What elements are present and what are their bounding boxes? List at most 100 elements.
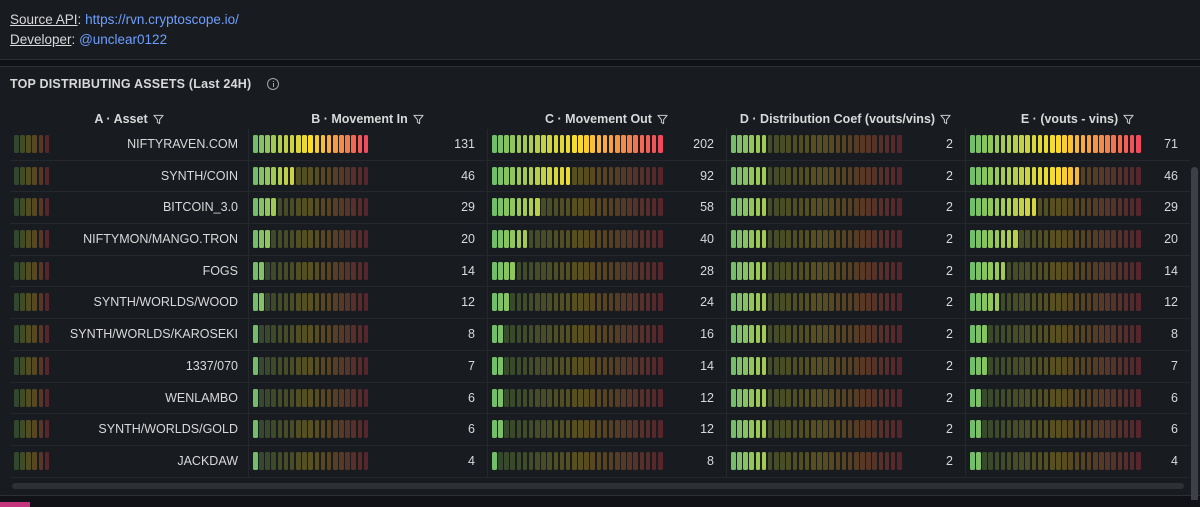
gauge-segment	[633, 261, 639, 280]
table-row[interactable]: NIFTYMON/MANGO.TRON 20 40 2 20	[10, 224, 1190, 256]
gauge-segment	[1086, 388, 1092, 407]
gauge-segment	[283, 198, 289, 217]
column-header-distribution-coef[interactable]: D · Distribution Coef (vouts/vins)	[726, 109, 965, 129]
gauge-segment	[571, 198, 577, 217]
gauge-segment	[32, 451, 38, 470]
gauge-segment	[792, 293, 798, 312]
gauge-segment	[590, 166, 595, 185]
column-header-vouts-minus-vins[interactable]: E · (vouts - vins)	[965, 109, 1190, 129]
table-row[interactable]: SYNTH/COIN 46 92 2 46	[10, 160, 1190, 193]
gauge-segment	[1043, 388, 1049, 407]
gauge-segment	[332, 388, 338, 407]
gauge-segment	[296, 325, 301, 344]
gauge-segment	[584, 451, 589, 470]
table-row[interactable]: JACKDAW 4 8 2 4	[10, 445, 1190, 478]
gauge-segment	[798, 451, 804, 470]
gauge-segment	[767, 230, 773, 249]
cell-value: 8	[1171, 327, 1178, 342]
column-header-movement-out[interactable]: C · Movement Out	[487, 109, 726, 129]
gauge-segment	[357, 230, 363, 249]
gauge-segment	[1025, 230, 1030, 249]
gauge-segment	[608, 420, 614, 439]
gauge-segment	[860, 135, 865, 153]
gauge-segment	[516, 293, 522, 312]
table-row[interactable]: NIFTYRAVEN.COM 131 202 2 71	[10, 129, 1190, 161]
filter-icon[interactable]	[153, 114, 164, 125]
developer-link[interactable]: @unclear0122	[79, 32, 168, 47]
gauge-segment	[302, 451, 307, 470]
gauge-segment	[1049, 135, 1055, 153]
gauge-segment	[1031, 388, 1037, 407]
filter-icon[interactable]	[657, 114, 668, 125]
gauge-segment	[755, 388, 761, 407]
gauge-segment	[528, 325, 534, 344]
gauge-segment	[26, 356, 31, 375]
gauge-segment	[835, 135, 841, 153]
table-row[interactable]: SYNTH/WORLDS/KAROSEKI 8 16 2 8	[10, 319, 1190, 351]
column-header-asset[interactable]: A · Asset	[10, 109, 248, 129]
gauge-segment	[780, 293, 785, 312]
gauge-segment	[283, 451, 289, 470]
gauge-segment	[1080, 198, 1086, 217]
gauge-segment	[492, 293, 497, 312]
filter-icon[interactable]	[940, 114, 951, 125]
gauge-segment	[872, 135, 878, 153]
gauge-segment	[731, 198, 736, 217]
gauge-segment	[547, 166, 552, 185]
source-api-link[interactable]: https://rvn.cryptoscope.io/	[85, 12, 239, 27]
gauge-segment	[498, 356, 503, 375]
gauge-segment	[541, 451, 546, 470]
table-row[interactable]: 1337/070 7 14 2 7	[10, 350, 1190, 383]
gauge-segment	[817, 166, 822, 185]
filter-icon[interactable]	[413, 114, 424, 125]
gauge-segment	[596, 198, 602, 217]
cell-value: 6	[468, 390, 475, 405]
lcd-gauge	[14, 325, 54, 344]
gauge-segment	[890, 420, 896, 439]
gauge-segment	[897, 356, 902, 375]
gauge-segment	[804, 325, 810, 344]
gauge-segment	[1049, 230, 1055, 249]
gauge-segment	[339, 325, 344, 344]
gauge-segment	[1074, 388, 1080, 407]
gauge-segment	[737, 261, 742, 280]
gauge-segment	[860, 325, 865, 344]
gauge-segment	[890, 388, 896, 407]
column-header-movement-in[interactable]: B · Movement In	[248, 109, 487, 129]
table-row[interactable]: SYNTH/WORLDS/GOLD 6 12 2 6	[10, 414, 1190, 446]
gauge-segment	[1031, 420, 1037, 439]
gauge-segment	[553, 325, 559, 344]
table-row[interactable]: WENLAMBO 6 12 2 6	[10, 382, 1190, 415]
gauge-segment	[510, 230, 516, 249]
gauge-segment	[866, 293, 871, 312]
gauge-segment	[1037, 451, 1043, 470]
gauge-segment	[289, 356, 295, 375]
gauge-segment	[565, 230, 571, 249]
gauge-segment	[1136, 198, 1141, 217]
gauge-segment	[320, 230, 326, 249]
lcd-gauge	[970, 420, 1144, 439]
info-icon[interactable]	[267, 78, 280, 90]
cell-asset: JACKDAW	[10, 446, 248, 478]
table-row[interactable]: SYNTH/WORLDS/WOOD 12 24 2 12	[10, 287, 1190, 320]
table-row[interactable]: BITCOIN_3.0 29 58 2 29	[10, 192, 1190, 225]
filter-icon[interactable]	[1123, 114, 1134, 125]
gauge-segment	[1136, 135, 1141, 153]
horizontal-scrollbar[interactable]	[12, 483, 1184, 489]
gauge-segment	[897, 451, 902, 470]
lcd-gauge	[731, 420, 905, 439]
table-row[interactable]: FOGS 14 28 2 14	[10, 255, 1190, 288]
gauge-segment	[1068, 230, 1073, 249]
gauge-segment	[314, 230, 320, 249]
gauge-segment	[884, 135, 890, 153]
gauge-segment	[1099, 230, 1104, 249]
gauge-segment	[253, 230, 258, 249]
vertical-scrollbar[interactable]	[1191, 167, 1198, 505]
gauge-segment	[627, 230, 632, 249]
gauge-segment	[38, 166, 44, 185]
gauge-segment	[547, 198, 552, 217]
gauge-segment	[578, 230, 583, 249]
gauge-segment	[872, 198, 878, 217]
gauge-segment	[308, 451, 313, 470]
gauge-segment	[1105, 166, 1110, 185]
